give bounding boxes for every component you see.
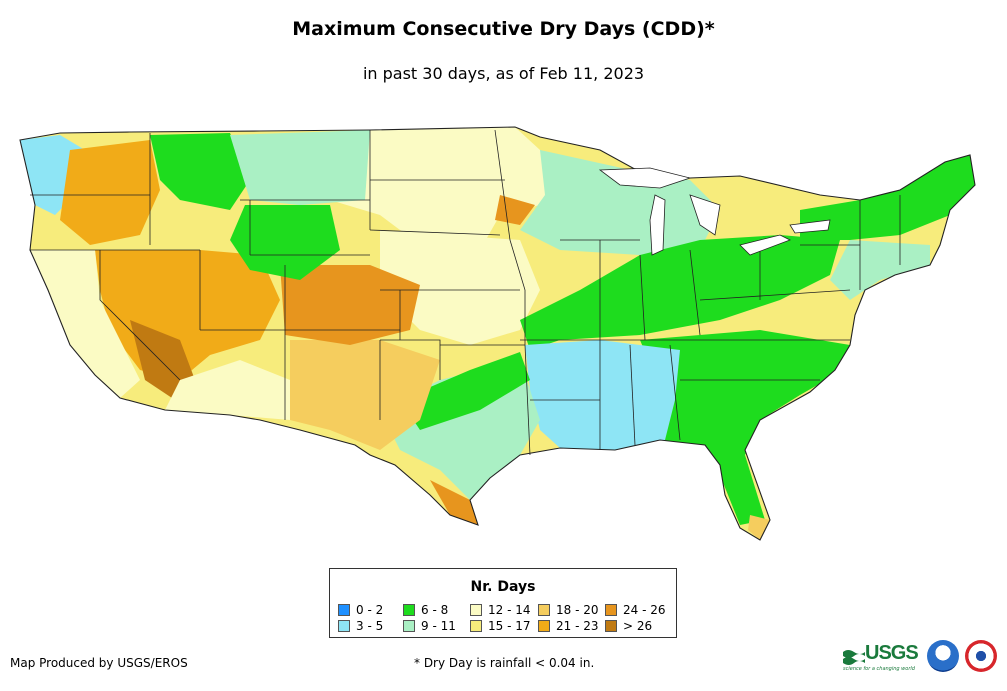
state-borders [19, 126, 976, 541]
map-credit: Map Produced by USGS/EROS [10, 656, 188, 670]
map-title: Maximum Consecutive Dry Days (CDD)* [292, 18, 715, 40]
legend-swatch [470, 604, 482, 616]
region-arizona [165, 360, 290, 420]
map-subtitle: in past 30 days, as of Feb 11, 2023 [362, 64, 645, 83]
region-montana [230, 130, 370, 205]
region-south-florida [748, 515, 770, 540]
region-mid-atlantic [830, 240, 930, 300]
agency-logos: USGS science for a changing world [843, 638, 1003, 678]
legend-swatch [470, 620, 482, 632]
region-northeast [800, 155, 975, 240]
legend-item: 3 - 5 [338, 619, 383, 633]
legend-title: Nr. Days [470, 579, 536, 595]
legend-item: 9 - 11 [403, 619, 456, 633]
region-southeast [640, 330, 850, 525]
legend-item: 21 - 23 [538, 619, 599, 633]
legend-item: 6 - 8 [403, 603, 448, 617]
nws-logo-icon [965, 640, 997, 672]
region-california-coast [30, 250, 140, 398]
legend-label: > 26 [623, 619, 653, 633]
region-inland-northwest [60, 140, 160, 245]
usgs-tagline: science for a changing world [843, 666, 915, 672]
region-desert-southwest [130, 320, 195, 400]
legend-swatch [538, 620, 550, 632]
region-lower-mississippi [525, 340, 680, 450]
legend-swatch [605, 604, 617, 616]
noaa-logo-icon [927, 640, 959, 672]
region-upper-midwest [520, 150, 720, 255]
legend-swatch [338, 604, 350, 616]
lake-superior [598, 167, 692, 189]
legend-label: 15 - 17 [488, 619, 531, 633]
legend-item: 15 - 17 [470, 619, 531, 633]
region-central-plains [380, 230, 540, 345]
region-wyoming [230, 205, 340, 280]
legend-label: 3 - 5 [356, 619, 384, 633]
map-footnote: * Dry Day is rainfall < 0.04 in. [414, 656, 595, 670]
great-lakes [598, 167, 831, 256]
legend-label: 12 - 14 [488, 603, 531, 617]
lake-michigan [649, 194, 666, 256]
usgs-logo-text: USGS [865, 642, 919, 664]
lake-ontario [789, 219, 831, 234]
legend-swatch [338, 620, 350, 632]
region-south-texas [430, 480, 478, 525]
legend-swatch [403, 620, 415, 632]
dry-days-regions [20, 127, 975, 540]
legend-item: > 26 [605, 619, 652, 633]
lake-erie [739, 234, 791, 256]
usgs-logo-icon [843, 650, 865, 665]
legend-label: 0 - 2 [356, 603, 384, 617]
legend-label: 6 - 8 [421, 603, 449, 617]
legend-swatch [605, 620, 617, 632]
legend-item: 12 - 14 [470, 603, 531, 617]
legend-swatch [538, 604, 550, 616]
legend-item: 0 - 2 [338, 603, 383, 617]
legend-item: 24 - 26 [605, 603, 666, 617]
legend-swatch [403, 604, 415, 616]
lake-huron [689, 194, 721, 236]
legend-label: 9 - 11 [421, 619, 456, 633]
us-dry-days-map [19, 126, 976, 541]
region-north-plains [320, 127, 560, 250]
legend-label: 21 - 23 [556, 619, 599, 633]
legend-label: 24 - 26 [623, 603, 666, 617]
legend-label: 18 - 20 [556, 603, 599, 617]
region-southwest-plains [290, 340, 440, 450]
legend-item: 18 - 20 [538, 603, 599, 617]
region-colorado [280, 265, 420, 345]
region-northern-rockies [150, 133, 250, 210]
region-texas-green [400, 352, 530, 430]
legend: Nr. Days 0 - 2 3 - 5 6 - 8 9 - 11 12 - 1… [329, 568, 677, 638]
